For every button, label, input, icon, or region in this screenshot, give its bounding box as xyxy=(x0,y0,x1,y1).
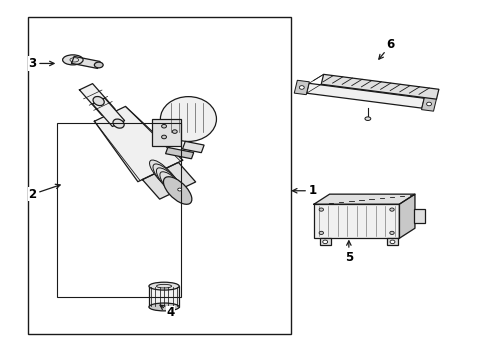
Ellipse shape xyxy=(149,160,178,190)
Text: 1: 1 xyxy=(292,184,316,197)
Polygon shape xyxy=(94,107,183,182)
Ellipse shape xyxy=(156,168,184,198)
Polygon shape xyxy=(80,84,115,116)
Ellipse shape xyxy=(389,231,393,234)
Bar xyxy=(413,209,424,224)
Polygon shape xyxy=(421,97,436,111)
Ellipse shape xyxy=(160,96,216,141)
Bar xyxy=(386,238,397,245)
Polygon shape xyxy=(165,148,193,159)
Text: 2: 2 xyxy=(28,184,60,201)
Ellipse shape xyxy=(93,96,104,105)
Ellipse shape xyxy=(177,188,181,191)
Bar xyxy=(319,238,330,245)
Polygon shape xyxy=(182,141,203,153)
Ellipse shape xyxy=(364,117,370,121)
Ellipse shape xyxy=(62,55,83,65)
Ellipse shape xyxy=(389,240,394,244)
Ellipse shape xyxy=(161,135,166,139)
Ellipse shape xyxy=(149,282,179,290)
Bar xyxy=(313,204,399,238)
Text: 5: 5 xyxy=(344,241,352,264)
Ellipse shape xyxy=(153,164,181,194)
Ellipse shape xyxy=(426,102,430,106)
Ellipse shape xyxy=(163,177,191,204)
Polygon shape xyxy=(306,83,424,108)
Polygon shape xyxy=(71,57,100,68)
Ellipse shape xyxy=(113,119,124,128)
Bar xyxy=(27,17,290,334)
Text: 3: 3 xyxy=(28,57,54,70)
Ellipse shape xyxy=(299,86,304,89)
Ellipse shape xyxy=(389,208,393,211)
FancyBboxPatch shape xyxy=(152,119,181,146)
Text: 6: 6 xyxy=(378,38,394,59)
Bar xyxy=(57,123,181,297)
Polygon shape xyxy=(399,194,414,238)
Ellipse shape xyxy=(149,303,179,311)
Polygon shape xyxy=(142,162,195,199)
Ellipse shape xyxy=(319,231,323,234)
Ellipse shape xyxy=(319,208,323,211)
Polygon shape xyxy=(294,80,309,95)
Ellipse shape xyxy=(172,130,177,134)
Ellipse shape xyxy=(94,62,103,68)
Ellipse shape xyxy=(160,172,188,202)
Ellipse shape xyxy=(161,125,166,128)
FancyBboxPatch shape xyxy=(149,286,179,307)
Polygon shape xyxy=(313,194,414,204)
Polygon shape xyxy=(92,98,124,126)
Text: 4: 4 xyxy=(160,305,174,319)
Polygon shape xyxy=(321,75,438,99)
Ellipse shape xyxy=(322,240,327,244)
